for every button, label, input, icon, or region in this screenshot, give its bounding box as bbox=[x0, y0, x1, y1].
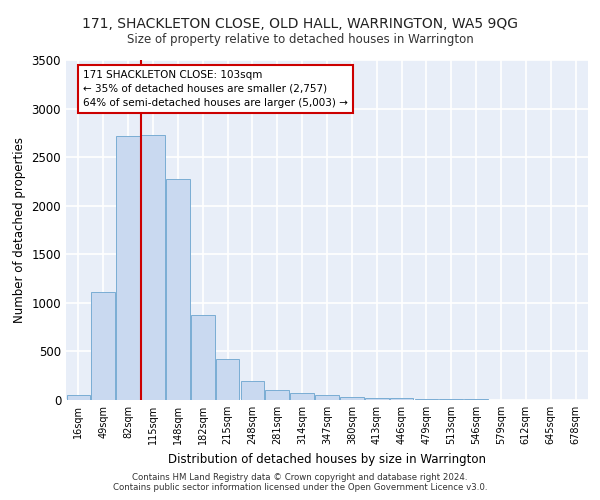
Bar bbox=[290, 393, 314, 400]
Bar bbox=[116, 136, 140, 400]
Bar bbox=[166, 178, 190, 400]
Bar bbox=[464, 399, 488, 400]
Bar bbox=[265, 390, 289, 400]
Y-axis label: Number of detached properties: Number of detached properties bbox=[13, 137, 26, 323]
Bar bbox=[340, 397, 364, 400]
Bar bbox=[365, 398, 389, 400]
Bar bbox=[439, 399, 463, 400]
Bar bbox=[415, 398, 438, 400]
Bar bbox=[241, 380, 264, 400]
Bar bbox=[191, 316, 215, 400]
Bar bbox=[315, 395, 339, 400]
Bar bbox=[216, 359, 239, 400]
Bar bbox=[91, 292, 115, 400]
Bar bbox=[67, 395, 90, 400]
Text: 171 SHACKLETON CLOSE: 103sqm
← 35% of detached houses are smaller (2,757)
64% of: 171 SHACKLETON CLOSE: 103sqm ← 35% of de… bbox=[83, 70, 348, 108]
Bar bbox=[141, 135, 165, 400]
Text: Size of property relative to detached houses in Warrington: Size of property relative to detached ho… bbox=[127, 32, 473, 46]
Text: 171, SHACKLETON CLOSE, OLD HALL, WARRINGTON, WA5 9QG: 171, SHACKLETON CLOSE, OLD HALL, WARRING… bbox=[82, 18, 518, 32]
Text: Contains HM Land Registry data © Crown copyright and database right 2024.
Contai: Contains HM Land Registry data © Crown c… bbox=[113, 473, 487, 492]
Bar bbox=[390, 398, 413, 400]
X-axis label: Distribution of detached houses by size in Warrington: Distribution of detached houses by size … bbox=[168, 452, 486, 466]
